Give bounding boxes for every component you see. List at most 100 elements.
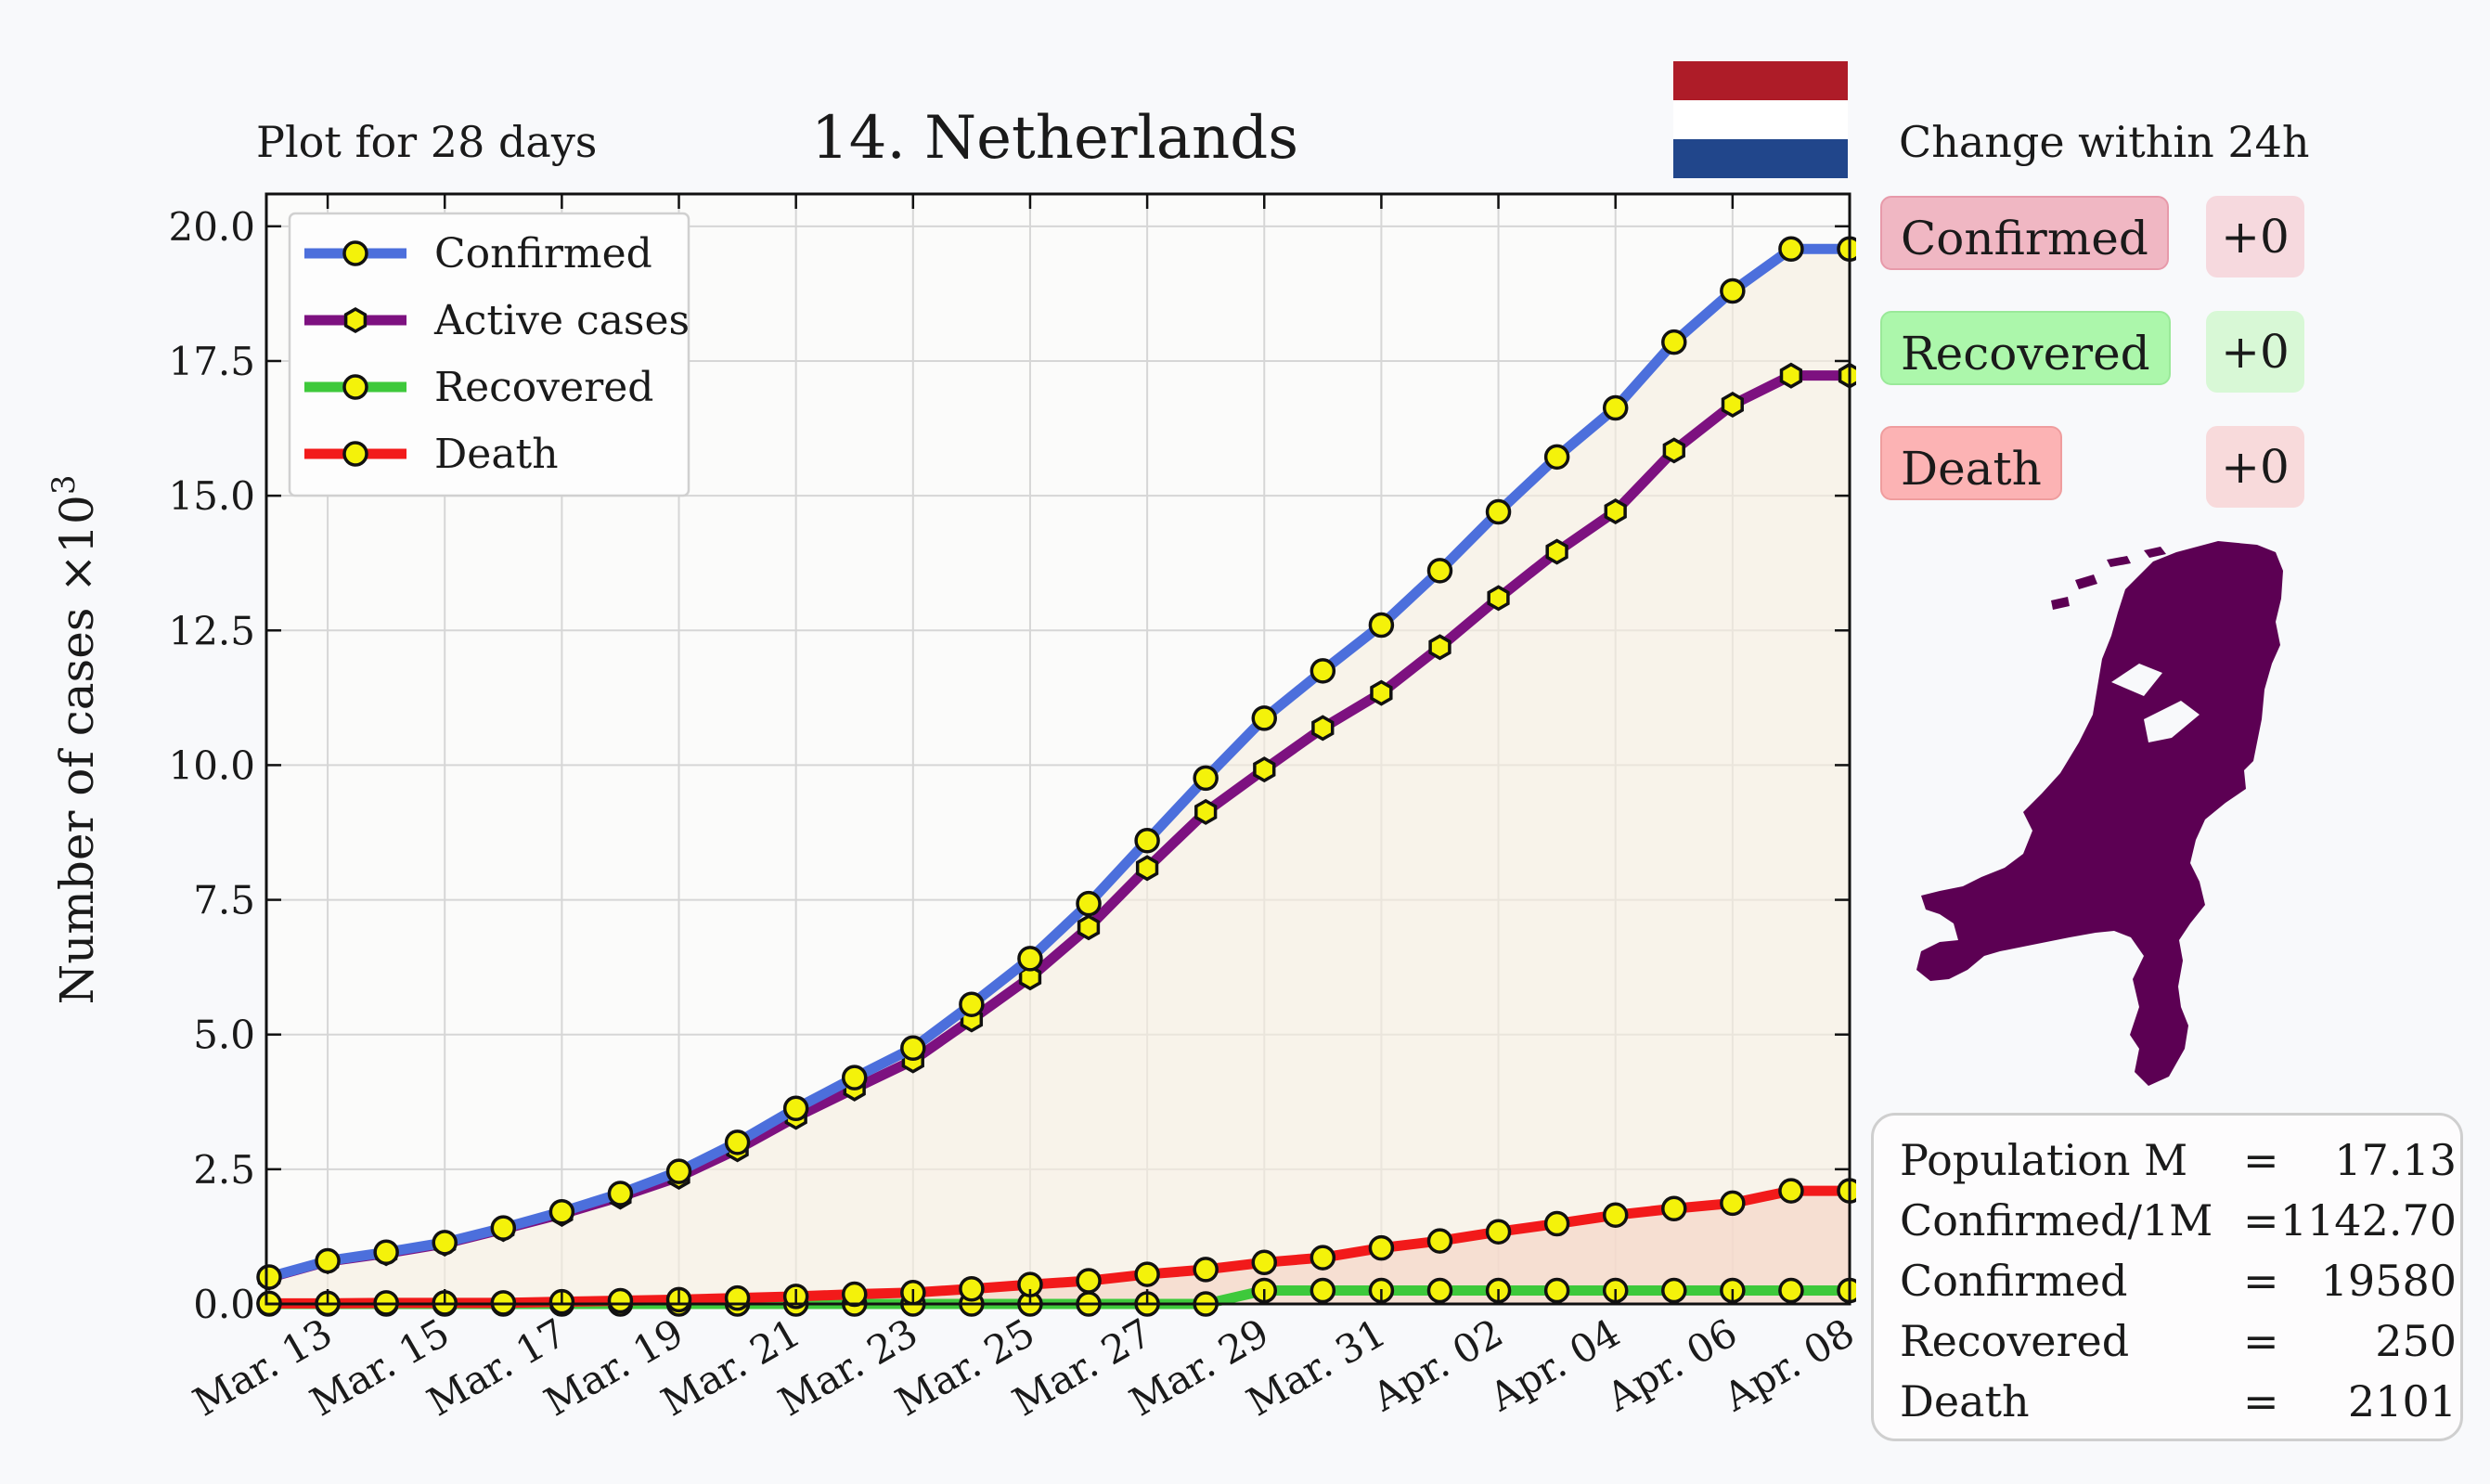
active-cases-point bbox=[1311, 715, 1335, 742]
change-death-value: +0 bbox=[2206, 426, 2304, 508]
stat-value: 19580 bbox=[2320, 1256, 2457, 1306]
stat-label: Confirmed/1M bbox=[1900, 1195, 2213, 1245]
death-point bbox=[1485, 1219, 1512, 1245]
flag-stripe-blue bbox=[1673, 139, 1848, 178]
confirmed-point bbox=[373, 1239, 399, 1266]
change-confirmed-label: Confirmed bbox=[1880, 196, 2169, 270]
confirmed-point bbox=[1193, 765, 1219, 792]
legend-box bbox=[288, 212, 690, 497]
stat-eq: = bbox=[2243, 1135, 2279, 1185]
stat-row-death: Death = 2101 bbox=[1900, 1372, 2457, 1431]
x-tick-label: Apr. 04 bbox=[1481, 1310, 1628, 1420]
confirmed-point bbox=[490, 1215, 517, 1241]
confirmed-point bbox=[607, 1181, 634, 1207]
death-point bbox=[724, 1284, 751, 1311]
active-cases-point bbox=[1604, 497, 1627, 525]
death-point bbox=[1193, 1257, 1219, 1283]
death-point bbox=[1076, 1268, 1102, 1294]
confirmed-point bbox=[782, 1095, 809, 1121]
stat-label: Population M bbox=[1900, 1135, 2188, 1185]
confirmed-point bbox=[548, 1198, 575, 1225]
death-point bbox=[607, 1287, 634, 1314]
active-cases-point bbox=[1779, 362, 1803, 389]
death-line bbox=[269, 1185, 1850, 1309]
y-tick-label: 15.0 bbox=[168, 473, 255, 519]
confirmed-point bbox=[315, 1247, 341, 1274]
death-point bbox=[1661, 1195, 1687, 1221]
change-confirmed-value: +0 bbox=[2206, 196, 2304, 277]
death-point bbox=[1778, 1178, 1804, 1204]
confirmed-point bbox=[1076, 890, 1102, 917]
legend-confirmed-marker bbox=[342, 240, 368, 266]
active-cases-point bbox=[1838, 362, 1856, 389]
y-tick-label: 0.0 bbox=[193, 1282, 255, 1327]
confirmed-line bbox=[267, 243, 1850, 1283]
netherlands-map-icon bbox=[1916, 541, 2283, 1086]
confirmed-point bbox=[1837, 236, 1856, 262]
stat-row-population: Population M = 17.13 bbox=[1900, 1130, 2457, 1190]
recovered-point bbox=[1310, 1277, 1336, 1304]
stat-eq: = bbox=[2243, 1195, 2279, 1245]
legend-recovered-label: Recovered bbox=[434, 364, 653, 411]
stat-eq: = bbox=[2243, 1316, 2279, 1366]
stat-row-confirmed-per-million: Confirmed/1M = 1142.70 bbox=[1900, 1191, 2457, 1250]
stat-label: Recovered bbox=[1900, 1316, 2130, 1366]
stat-eq: = bbox=[2243, 1376, 2279, 1426]
stat-row-confirmed: Confirmed = 19580 bbox=[1900, 1251, 2457, 1310]
stat-label: Death bbox=[1900, 1376, 2030, 1426]
active-cases-point bbox=[1370, 679, 1393, 706]
x-tick-label: Apr. 08 bbox=[1715, 1310, 1856, 1420]
active-cases-point bbox=[1721, 391, 1744, 419]
flag-stripe-red bbox=[1673, 61, 1848, 100]
chart-title: 14. Netherlands bbox=[811, 104, 1299, 173]
confirmed-point bbox=[1778, 236, 1804, 262]
confirmed-point bbox=[1368, 612, 1395, 639]
confirmed-point bbox=[1720, 277, 1746, 304]
confirmed-area-fill bbox=[269, 249, 1850, 1304]
x-tick-label: Apr. 02 bbox=[1364, 1310, 1511, 1420]
confirmed-point bbox=[432, 1230, 458, 1256]
y-tick-label: 17.5 bbox=[168, 339, 255, 384]
recovered-point bbox=[1426, 1277, 1453, 1304]
confirmed-point bbox=[1543, 444, 1570, 471]
change-caption: Change within 24h bbox=[1899, 117, 2310, 167]
recovered-point bbox=[1837, 1277, 1856, 1304]
recovered-point bbox=[1778, 1277, 1804, 1304]
death-point bbox=[1837, 1178, 1856, 1204]
confirmed-point bbox=[1251, 705, 1278, 731]
legend-death-label: Death bbox=[434, 431, 559, 478]
death-point bbox=[1251, 1249, 1278, 1276]
y-tick-label: 7.5 bbox=[193, 878, 255, 923]
death-point bbox=[1720, 1190, 1746, 1217]
stat-value: 2101 bbox=[2347, 1376, 2457, 1426]
y-tick-label: 10.0 bbox=[168, 742, 255, 788]
recovered-point bbox=[1543, 1277, 1570, 1304]
death-point bbox=[1543, 1210, 1570, 1237]
death-point bbox=[1134, 1261, 1160, 1287]
change-death-label: Death bbox=[1880, 426, 2062, 500]
confirmed-point bbox=[665, 1158, 692, 1184]
death-area-fill bbox=[269, 1191, 1850, 1304]
change-recovered-value: +0 bbox=[2206, 311, 2304, 393]
active-cases-point bbox=[1194, 798, 1218, 825]
death-point bbox=[1310, 1245, 1336, 1271]
death-point bbox=[841, 1281, 868, 1308]
stat-value: 17.13 bbox=[2334, 1135, 2457, 1185]
confirmed-point bbox=[1602, 394, 1629, 421]
active-cases-point bbox=[1662, 437, 1685, 464]
stat-value: 1142.70 bbox=[2279, 1195, 2457, 1245]
y-tick-label: 20.0 bbox=[168, 204, 255, 250]
legend-active-cases-marker bbox=[343, 306, 368, 334]
y-tick-label: 12.5 bbox=[168, 608, 255, 653]
active-cases-point bbox=[1077, 914, 1101, 941]
confirmed-point bbox=[1426, 558, 1453, 584]
stat-label: Confirmed bbox=[1900, 1256, 2128, 1306]
death-point bbox=[1602, 1202, 1629, 1228]
confirmed-point bbox=[1134, 827, 1160, 854]
active-cases-point bbox=[1545, 538, 1568, 565]
legend-death-marker bbox=[342, 441, 368, 467]
confirmed-point bbox=[1661, 329, 1687, 355]
legend-confirmed-label: Confirmed bbox=[434, 230, 652, 277]
